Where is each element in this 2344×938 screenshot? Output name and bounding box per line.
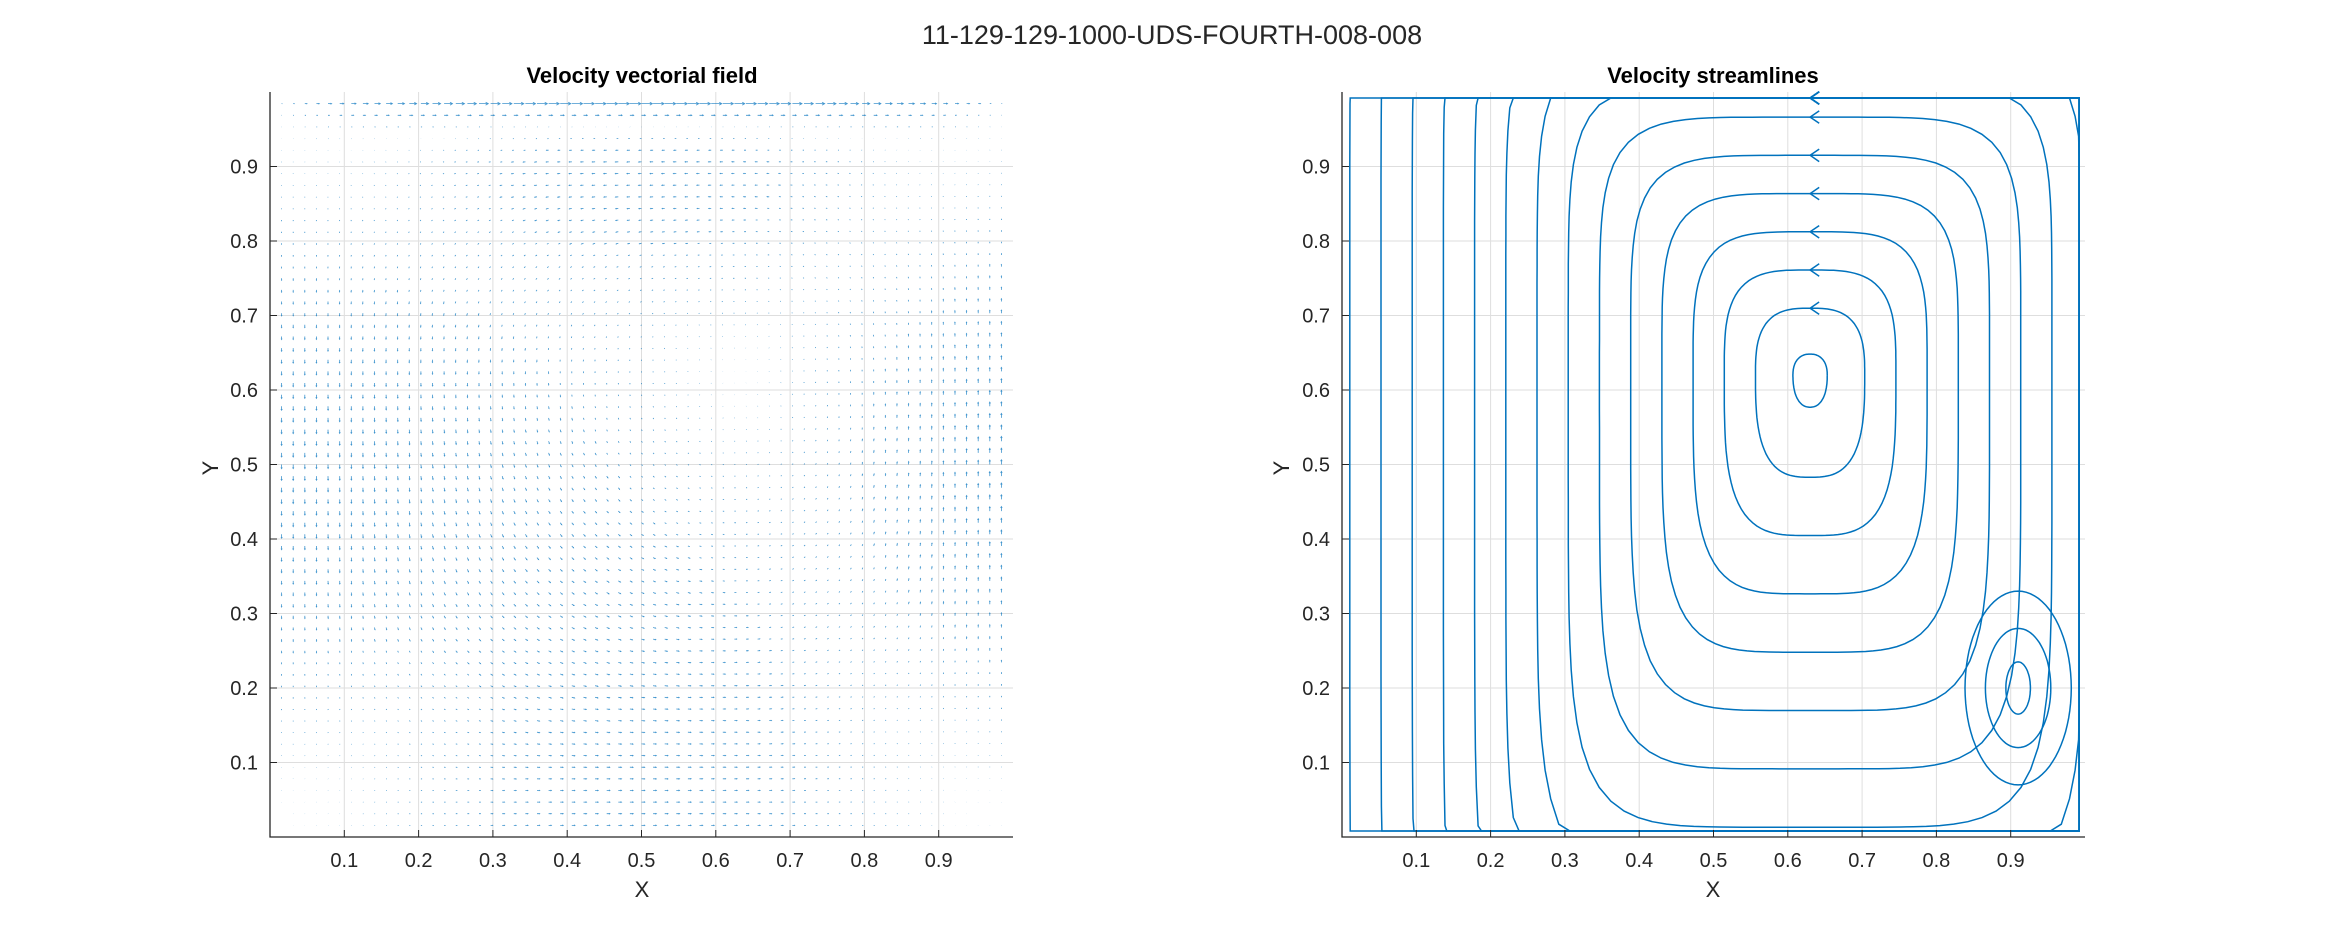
y-tick-label: 0.3: [1302, 604, 1330, 626]
x-tick-label: 0.2: [405, 850, 433, 872]
y-tick-label: 0.9: [230, 157, 258, 179]
streamline-arrow: [1808, 224, 1820, 239]
y-tick-label: 0.1: [1302, 753, 1330, 775]
y-tick-label: 0.4: [230, 529, 258, 551]
x-tick-label: 0.3: [1551, 850, 1579, 872]
streamline: [1661, 192, 1960, 653]
streamline-ylabel: Y: [1269, 460, 1294, 475]
secondary-vortex-streamline: [2005, 661, 2032, 715]
streamline-ticks: 0.1 0.2 0.3 0.4 0.5 0.6 0.7 0.8 0.9 0.1 0.2 0.3 0.4 0…: [1302, 157, 2024, 873]
streamline: [1692, 231, 1928, 595]
x-tick-label: 0.8: [850, 850, 878, 872]
x-tick-label: 0.6: [1774, 850, 1802, 872]
y-tick-label: 0.7: [230, 306, 258, 328]
x-tick-label: 0.4: [553, 850, 581, 872]
secondary-vortex-streamline: [1984, 627, 2052, 749]
streamline: [1629, 154, 1991, 712]
y-tick-label: 0.5: [230, 455, 258, 477]
x-tick-label: 0.4: [1625, 850, 1653, 872]
y-tick-label: 0.2: [230, 678, 258, 700]
quiver-xlabel: X: [635, 877, 650, 902]
quiver-ticks: 0.1 0.2 0.3 0.4 0.5 0.6 0.7 0.8 0.9 0.1 0.2 0.3 0.4 0…: [230, 157, 952, 873]
streamlines: [1349, 91, 2080, 832]
y-tick-label: 0.7: [1302, 306, 1330, 328]
y-tick-label: 0.8: [230, 231, 258, 253]
streamline-title: Velocity streamlines: [1607, 63, 1819, 88]
y-tick-label: 0.1: [230, 753, 258, 775]
y-tick-label: 0.5: [1302, 455, 1330, 477]
streamline-grid: [1342, 92, 2085, 837]
y-tick-label: 0.3: [230, 604, 258, 626]
quiver-axes: [269, 92, 1013, 838]
streamline-arrow: [1808, 110, 1820, 124]
y-tick-label: 0.8: [1302, 231, 1330, 253]
streamline: [1723, 269, 1897, 537]
x-tick-label: 0.6: [702, 850, 730, 872]
quiver-title: Velocity vectorial field: [526, 63, 757, 88]
streamline-arrow: [1808, 186, 1820, 201]
streamline-arrow: [1808, 263, 1820, 277]
x-tick-label: 0.5: [628, 850, 656, 872]
y-tick-label: 0.6: [230, 380, 258, 402]
quiver-panel: Velocity vectorial field X Y 0.1 0.2 0.3 0.…: [198, 63, 1013, 902]
x-tick-label: 0.5: [1700, 850, 1728, 872]
streamline-arrow: [1808, 148, 1820, 163]
y-tick-label: 0.6: [1302, 380, 1330, 402]
x-tick-label: 0.3: [479, 850, 507, 872]
streamline: [1598, 116, 2022, 770]
x-tick-label: 0.7: [1848, 850, 1876, 872]
y-tick-label: 0.2: [1302, 678, 1330, 700]
y-tick-label: 0.9: [1302, 157, 1330, 179]
streamline: [1754, 307, 1866, 478]
streamline-arrow: [1808, 91, 1820, 105]
streamline-xlabel: X: [1706, 877, 1721, 902]
x-tick-label: 0.1: [330, 850, 358, 872]
x-tick-label: 0.7: [776, 850, 804, 872]
y-tick-label: 0.4: [1302, 529, 1330, 551]
streamline: [1349, 97, 2080, 832]
x-tick-label: 0.9: [925, 850, 953, 872]
streamline-arrow: [1808, 301, 1820, 316]
x-tick-label: 0.1: [1402, 850, 1430, 872]
x-tick-label: 0.9: [1997, 850, 2025, 872]
secondary-vortex-streamline: [1964, 590, 2073, 786]
streamline-panel: Velocity streamlines X Y 0.1 0.2 0.3 0.4 0.5…: [1269, 63, 2085, 902]
quiver-ylabel: Y: [198, 460, 223, 475]
x-tick-label: 0.8: [1922, 850, 1950, 872]
streamline: [1792, 353, 1829, 408]
streamline-axes: [1341, 92, 2085, 838]
figure-title: 11-129-129-1000-UDS-FOURTH-008-008: [922, 20, 1422, 50]
x-tick-label: 0.2: [1477, 850, 1505, 872]
